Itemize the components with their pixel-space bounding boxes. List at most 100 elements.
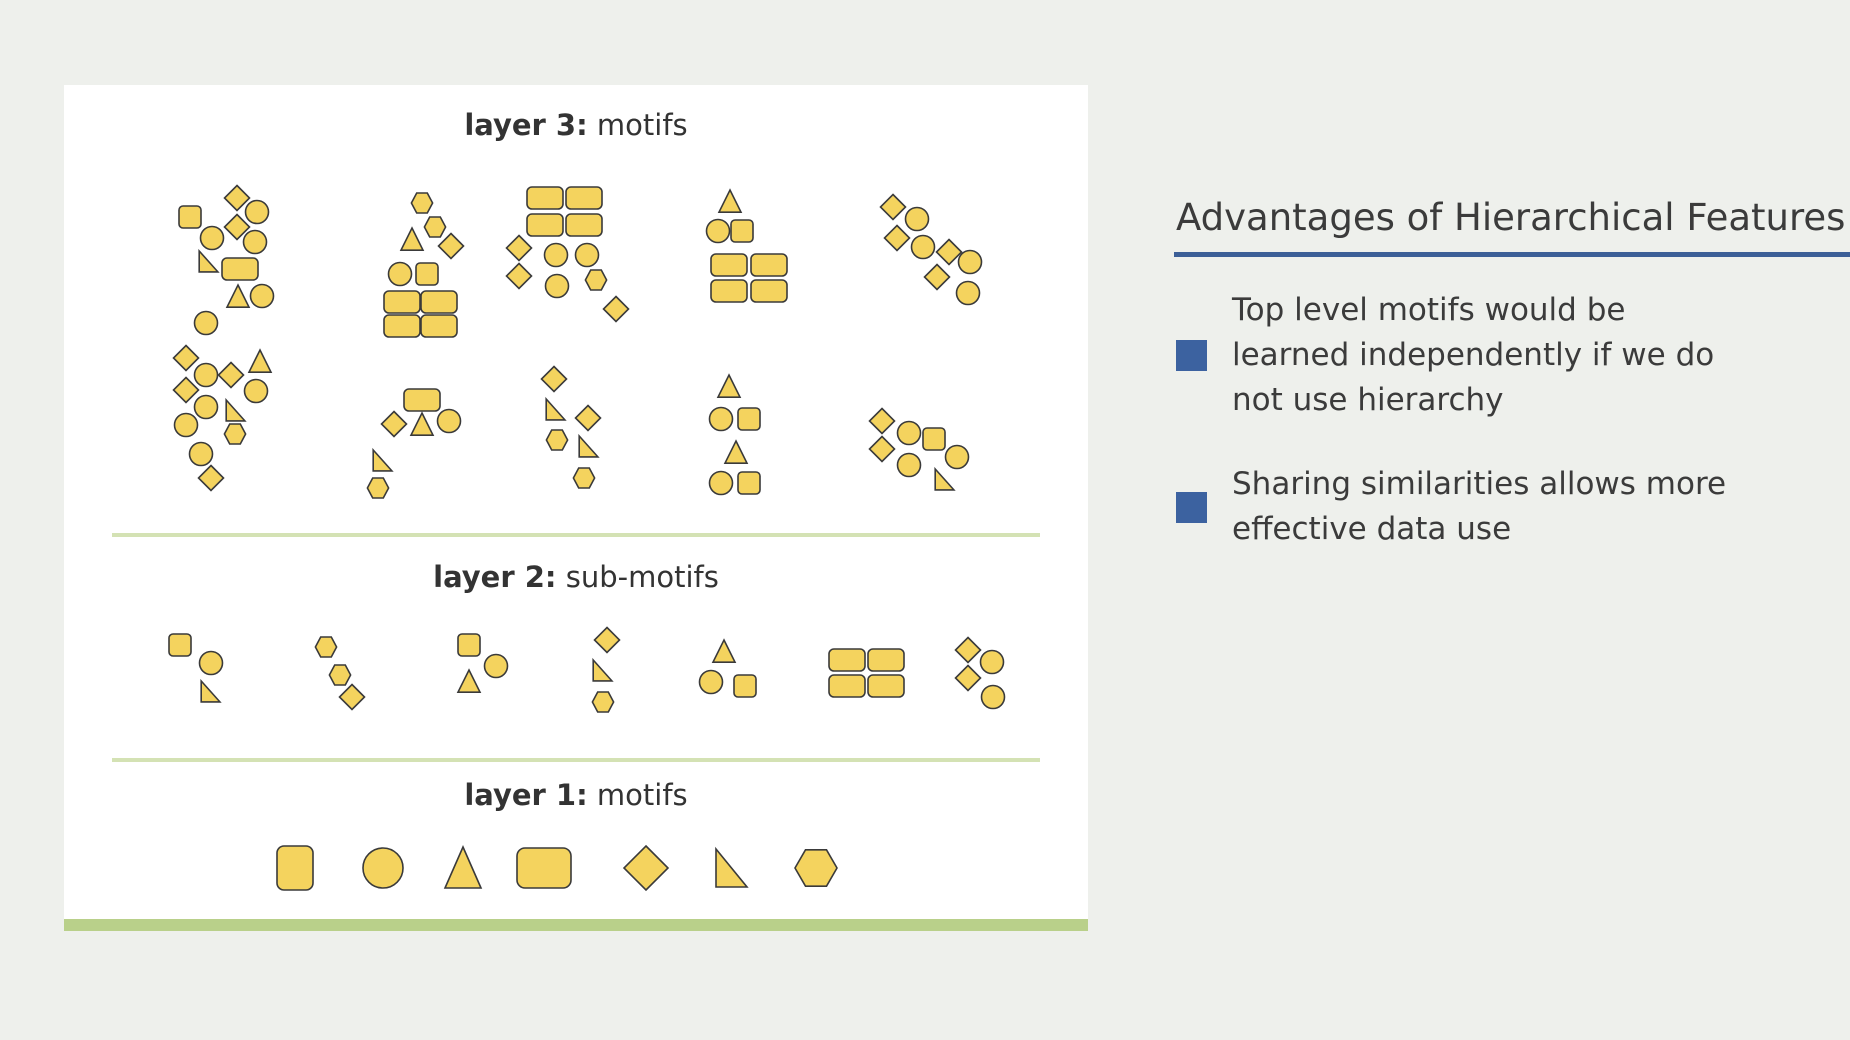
circle-shape: [173, 412, 199, 438]
right-triangle-shape: [198, 248, 220, 273]
circle-shape: [543, 242, 569, 268]
diamond-shape: [437, 232, 465, 260]
diamond-shape: [223, 213, 251, 241]
triangle-primitive: [443, 845, 483, 889]
wide-rect-shape: [526, 213, 564, 237]
layer1-title-rest: motifs: [587, 778, 688, 812]
wide-rect-primitive: [516, 847, 572, 889]
circle-shape: [193, 310, 219, 336]
layer3-title-bold: layer 3:: [464, 108, 588, 142]
diamond-shape: [602, 295, 630, 323]
rounded-square-shape: [922, 427, 946, 451]
right-triangle-shape: [225, 397, 247, 422]
hexagon-shape: [314, 636, 338, 658]
diamond-shape: [868, 407, 896, 435]
diamond-primitive: [622, 844, 670, 892]
wide-rect-shape: [221, 257, 259, 281]
rounded-square-shape: [415, 262, 439, 286]
hexagon-shape: [328, 664, 352, 686]
circle-shape: [249, 283, 275, 309]
layer3-title-rest: motifs: [587, 108, 688, 142]
wide-rect-shape: [750, 253, 788, 277]
diamond-shape: [935, 238, 963, 266]
diamond-shape: [338, 683, 366, 711]
right-triangle-shape: [545, 396, 567, 421]
diamond-shape: [223, 184, 251, 212]
motif-shapes: [168, 184, 1006, 892]
circle-shape: [198, 650, 224, 676]
divider-layer3-layer2: [112, 533, 1040, 537]
circle-shape: [980, 684, 1006, 710]
circle-shape: [904, 206, 930, 232]
circle-shape: [387, 261, 413, 287]
diamond-shape: [197, 464, 225, 492]
layer1-title: layer 1: motifs: [64, 778, 1088, 812]
circle-shape: [944, 444, 970, 470]
circle-shape: [244, 199, 270, 225]
right-triangle-shape: [578, 433, 600, 458]
right-triangle-shape: [200, 678, 222, 703]
diamond-shape: [879, 193, 907, 221]
hexagon-shape: [423, 216, 447, 238]
hierarchy-diagram-panel: layer 3: motifs layer 2: sub-motifs laye…: [64, 85, 1088, 931]
hexagon-shape: [223, 423, 247, 445]
diamond-shape: [172, 344, 200, 372]
bullet-1-text: Top level motifs would be learned indepe…: [1232, 292, 1715, 418]
triangle-shape: [716, 373, 742, 399]
section-title: Advantages of Hierarchical Features: [1176, 196, 1846, 239]
wide-rect-shape: [565, 186, 603, 210]
hexagon-shape: [366, 477, 390, 499]
triangle-shape: [711, 638, 737, 664]
circle-shape: [698, 669, 724, 695]
rounded-square-primitive: [276, 845, 314, 891]
wide-rect-shape: [420, 290, 458, 314]
triangle-shape: [717, 188, 743, 213]
circle-shape: [708, 470, 734, 496]
diamond-shape: [505, 262, 533, 290]
right-triangle-shape: [592, 657, 614, 682]
diamond-shape: [574, 404, 602, 432]
diamond-shape: [217, 361, 245, 389]
circle-shape: [199, 225, 225, 251]
rounded-square-shape: [457, 633, 481, 657]
circle-shape: [436, 408, 462, 434]
hexagon-primitive: [794, 848, 838, 888]
diamond-shape: [954, 636, 982, 664]
diamond-shape: [923, 263, 951, 291]
rounded-square-shape: [178, 205, 202, 229]
wide-rect-shape: [565, 213, 603, 237]
circle-shape: [955, 280, 981, 306]
circle-shape: [910, 234, 936, 260]
right-triangle-primitive: [715, 846, 749, 888]
circle-shape: [957, 249, 983, 275]
circle-shape: [708, 406, 734, 432]
circle-shape: [243, 378, 269, 404]
circle-shape: [544, 273, 570, 299]
hexagon-shape: [545, 429, 569, 451]
bullet-1: Top level motifs would be learned indepe…: [1176, 288, 1776, 428]
wide-rect-shape: [710, 253, 748, 277]
circle-shape: [896, 452, 922, 478]
layer2-title: layer 2: sub-motifs: [64, 560, 1088, 594]
wide-rect-shape: [828, 674, 866, 698]
layer3-title: layer 3: motifs: [64, 108, 1088, 142]
layer2-title-rest: sub-motifs: [556, 560, 719, 594]
wide-rect-shape: [710, 279, 748, 303]
diamond-shape: [593, 626, 621, 654]
hexagon-shape: [584, 269, 608, 291]
triangle-shape: [456, 668, 482, 694]
wide-rect-shape: [750, 279, 788, 303]
wide-rect-shape: [420, 314, 458, 338]
right-triangle-shape: [934, 466, 956, 491]
bullet-2-text: Sharing similarities allows more effecti…: [1232, 466, 1727, 547]
bullet-1-square: [1176, 340, 1207, 371]
triangle-shape: [225, 283, 251, 308]
diamond-shape: [540, 365, 568, 393]
circle-shape: [193, 394, 219, 420]
rounded-square-shape: [168, 633, 192, 657]
diamond-shape: [954, 664, 982, 692]
layer2-title-bold: layer 2:: [433, 560, 557, 594]
diamond-shape: [380, 410, 408, 438]
diamond-shape: [172, 376, 200, 404]
circle-shape: [705, 218, 731, 244]
